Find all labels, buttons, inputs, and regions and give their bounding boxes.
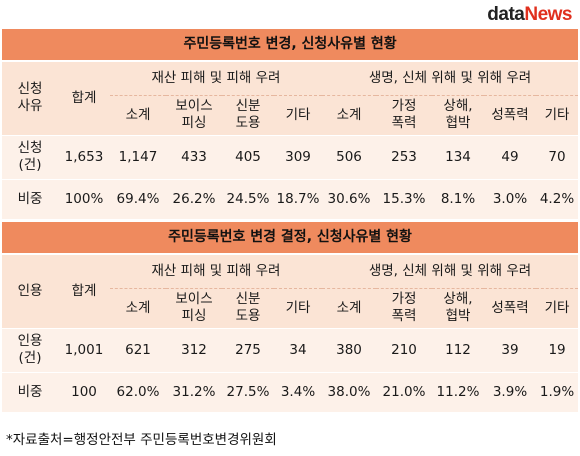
header-total: 합계 xyxy=(58,254,110,329)
row-label: 인용 (건) xyxy=(2,328,58,373)
header-life-threat: 생명, 신체 위해 및 위해 우려 xyxy=(322,61,579,96)
header-property-damage: 재산 피해 및 피해 우려 xyxy=(110,61,322,96)
table-cell: 134 xyxy=(432,135,484,180)
table-cell: 405 xyxy=(222,135,274,180)
header-domestic-violence: 가정 폭력 xyxy=(376,95,432,136)
header-property-damage: 재산 피해 및 피해 우려 xyxy=(110,254,322,289)
table-cell: 100% xyxy=(58,179,110,220)
row-label: 비중 xyxy=(2,372,58,413)
header-sexual-violence: 성폭력 xyxy=(484,288,536,329)
table-cell: 253 xyxy=(376,135,432,180)
table-cell: 275 xyxy=(222,328,274,373)
header-reason: 신청 사유 xyxy=(2,61,58,136)
header-subtotal-2: 소계 xyxy=(322,288,376,329)
header-domestic-violence: 가정 폭력 xyxy=(376,288,432,329)
table-cell: 506 xyxy=(322,135,376,180)
table-cell: 1.9% xyxy=(536,372,579,413)
table-cell: 1,147 xyxy=(110,135,166,180)
source-note: *자료출처=행정안전부 주민등록번호변경위원회 xyxy=(6,432,277,448)
header-total: 합계 xyxy=(58,61,110,136)
table-cell: 112 xyxy=(432,328,484,373)
table-cell: 3.4% xyxy=(274,372,322,413)
table-row: 인용 (건) 1,001 621 312 275 34 380 210 112 3… xyxy=(2,328,579,373)
table-cell: 3.9% xyxy=(484,372,536,413)
table-cell: 100 xyxy=(58,372,110,413)
header-identity-theft: 신분 도용 xyxy=(222,95,274,136)
table-cell: 38.0% xyxy=(322,372,376,413)
table-cell: 433 xyxy=(166,135,222,180)
table-cell: 26.2% xyxy=(166,179,222,220)
table-row: 비중 100% 69.4% 26.2% 24.5% 18.7% 30.6% 15… xyxy=(2,179,579,220)
table-cell: 621 xyxy=(110,328,166,373)
table-cell: 380 xyxy=(322,328,376,373)
header-subtotal: 소계 xyxy=(110,288,166,329)
table-cell: 11.2% xyxy=(432,372,484,413)
header-sexual-violence: 성폭력 xyxy=(484,95,536,136)
table-row: 비중 100 62.0% 31.2% 27.5% 3.4% 38.0% 21.0… xyxy=(2,372,579,413)
table-cell: 312 xyxy=(166,328,222,373)
header-injury-threat: 상해, 협박 xyxy=(432,95,484,136)
header-voice-phishing: 보이스 피싱 xyxy=(166,288,222,329)
table-cell: 8.1% xyxy=(432,179,484,220)
table-cell: 70 xyxy=(536,135,579,180)
header-etc: 기타 xyxy=(274,95,322,136)
table-cell: 1,653 xyxy=(58,135,110,180)
application-reason-table: 주민등록번호 변경, 신청사유별 현황 신청 사유 합계 재산 피해 및 피해 우… xyxy=(2,29,579,220)
table-cell: 30.6% xyxy=(322,179,376,220)
header-etc-2: 기타 xyxy=(536,95,579,136)
table-cell: 24.5% xyxy=(222,179,274,220)
header-subtotal: 소계 xyxy=(110,95,166,136)
table-cell: 1,001 xyxy=(58,328,110,373)
table-cell: 21.0% xyxy=(376,372,432,413)
table-cell: 27.5% xyxy=(222,372,274,413)
table-cell: 49 xyxy=(484,135,536,180)
row-label: 비중 xyxy=(2,179,58,220)
table-cell: 31.2% xyxy=(166,372,222,413)
table-cell: 62.0% xyxy=(110,372,166,413)
table-cell: 39 xyxy=(484,328,536,373)
table-cell: 19 xyxy=(536,328,579,373)
table-cell: 34 xyxy=(274,328,322,373)
decision-reason-table: 주민등록번호 변경 결정, 신청사유별 현황 인용 합계 재산 피해 및 피해 … xyxy=(2,222,579,413)
header-etc-2: 기타 xyxy=(536,288,579,329)
table-cell: 15.3% xyxy=(376,179,432,220)
header-approval: 인용 xyxy=(2,254,58,329)
header-life-threat: 생명, 신체 위해 및 위해 우려 xyxy=(322,254,579,289)
table-cell: 309 xyxy=(274,135,322,180)
table-title: 주민등록번호 변경, 신청사유별 현황 xyxy=(2,29,579,62)
header-etc: 기타 xyxy=(274,288,322,329)
table-row: 신청 (건) 1,653 1,147 433 405 309 506 253 13… xyxy=(2,135,579,180)
datanews-logo: dataNews xyxy=(487,4,572,25)
header-voice-phishing: 보이스 피싱 xyxy=(166,95,222,136)
table-cell: 210 xyxy=(376,328,432,373)
row-label: 신청 (건) xyxy=(2,135,58,180)
table-cell: 18.7% xyxy=(274,179,322,220)
header-identity-theft: 신분 도용 xyxy=(222,288,274,329)
table-cell: 4.2% xyxy=(536,179,579,220)
table-cell: 69.4% xyxy=(110,179,166,220)
table-cell: 3.0% xyxy=(484,179,536,220)
table-title: 주민등록번호 변경 결정, 신청사유별 현황 xyxy=(2,222,579,255)
header-injury-threat: 상해, 협박 xyxy=(432,288,484,329)
header-subtotal-2: 소계 xyxy=(322,95,376,136)
